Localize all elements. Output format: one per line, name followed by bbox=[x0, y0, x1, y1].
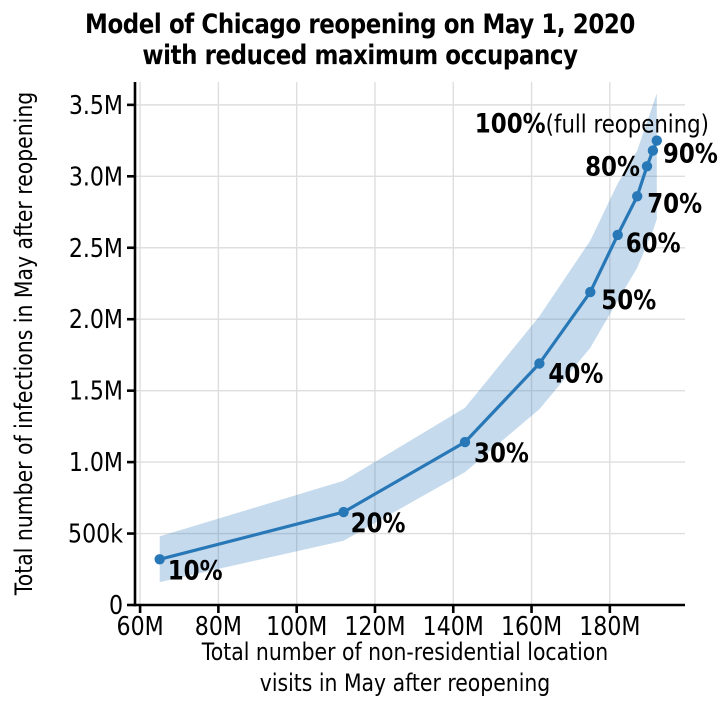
x-tick-label: 60M bbox=[117, 611, 164, 641]
data-point-80% bbox=[642, 161, 652, 171]
point-label-70%: 70% bbox=[647, 188, 702, 219]
y-tick-label: 500k bbox=[68, 519, 123, 549]
occupancy-label: 80% bbox=[585, 151, 640, 182]
occupancy-label: 50% bbox=[601, 284, 656, 315]
x-tick-label: 80M bbox=[195, 611, 242, 641]
occupancy-label: 30% bbox=[474, 437, 529, 468]
x-axis-title-line2: visits in May after reopening bbox=[260, 669, 550, 697]
y-tick-label: 0 bbox=[109, 590, 123, 620]
data-point-10% bbox=[155, 554, 165, 564]
point-label-20%: 20% bbox=[351, 507, 406, 538]
y-tick-label: 1.5M bbox=[69, 376, 123, 406]
point-label-10%: 10% bbox=[168, 555, 223, 586]
occupancy-label: 70% bbox=[647, 188, 702, 219]
full-reopening-annotation: (full reopening) bbox=[546, 110, 709, 139]
point-label-80%: 80% bbox=[585, 151, 640, 182]
point-label-40%: 40% bbox=[548, 358, 603, 389]
occupancy-label: 90% bbox=[663, 138, 718, 169]
x-tick-label: 120M bbox=[344, 611, 405, 641]
data-point-90% bbox=[648, 145, 658, 155]
confidence-band bbox=[160, 93, 657, 582]
data-point-70% bbox=[632, 191, 642, 201]
point-label-50%: 50% bbox=[601, 284, 656, 315]
data-point-40% bbox=[534, 358, 544, 368]
x-tick-label: 180M bbox=[579, 611, 640, 641]
data-point-50% bbox=[585, 287, 595, 297]
data-point-30% bbox=[460, 437, 470, 447]
chart-figure: Model of Chicago reopening on May 1, 202… bbox=[0, 0, 720, 706]
point-label-90%: 90% bbox=[663, 138, 718, 169]
y-tick-label: 3.5M bbox=[69, 90, 123, 120]
x-tick-label: 100M bbox=[266, 611, 327, 641]
y-tick-label: 2.5M bbox=[69, 233, 123, 263]
y-axis-title: Total number of infections in May after … bbox=[10, 92, 38, 596]
occupancy-label: 40% bbox=[548, 358, 603, 389]
y-tick-label: 1.0M bbox=[69, 447, 123, 477]
occupancy-label: 60% bbox=[626, 227, 681, 258]
point-label-100%: 100%(full reopening) bbox=[475, 108, 709, 139]
point-label-30%: 30% bbox=[474, 437, 529, 468]
point-label-60%: 60% bbox=[626, 227, 681, 258]
data-point-20% bbox=[338, 507, 348, 517]
x-axis-title-line1: Total number of non-residential location bbox=[201, 638, 608, 666]
plot-area: 10%20%30%40%50%60%70%80%90%100%(full reo… bbox=[0, 0, 720, 706]
occupancy-label: 10% bbox=[168, 555, 223, 586]
x-tick-label: 160M bbox=[501, 611, 562, 641]
occupancy-label: 100% bbox=[475, 108, 546, 139]
y-tick-label: 3.0M bbox=[69, 162, 123, 192]
y-tick-label: 2.0M bbox=[69, 305, 123, 335]
x-tick-label: 140M bbox=[423, 611, 484, 641]
data-point-60% bbox=[613, 230, 623, 240]
occupancy-label: 20% bbox=[351, 507, 406, 538]
